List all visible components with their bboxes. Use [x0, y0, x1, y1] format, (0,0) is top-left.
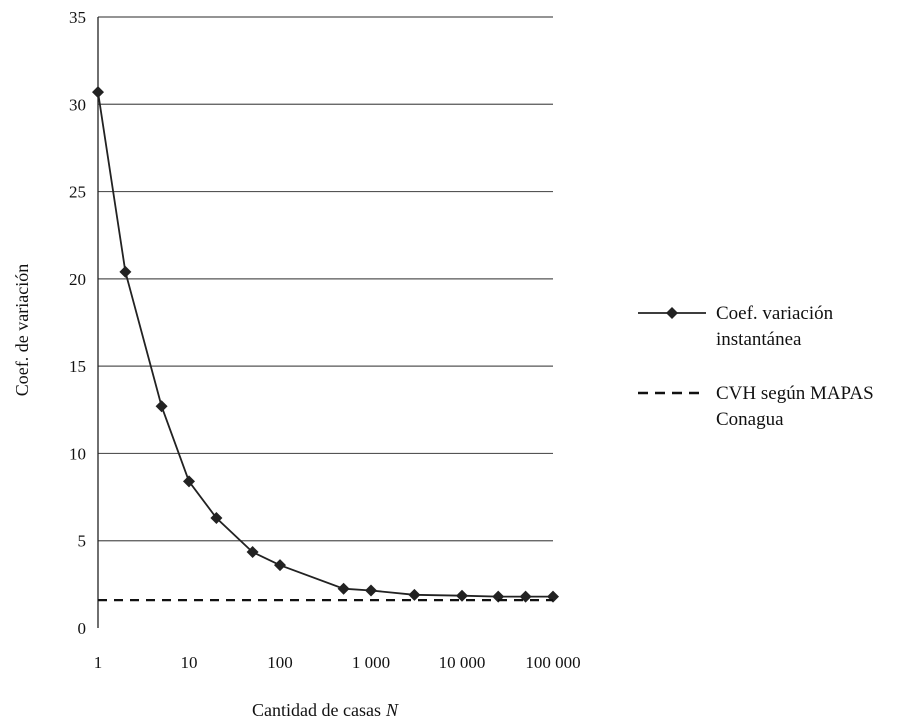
- y-tick-label: 35: [69, 8, 86, 27]
- x-axis-title-text: Cantidad de casas: [252, 700, 381, 720]
- x-tick-labels: 1 10 100 1 000 10 000 100 000: [94, 653, 581, 672]
- x-tick-label: 1: [94, 653, 103, 672]
- data-point: [92, 86, 104, 99]
- y-axis-title: Coef. de variación: [12, 264, 32, 396]
- data-point: [408, 588, 421, 601]
- data-point: [337, 582, 350, 595]
- y-tick-label: 10: [69, 444, 86, 463]
- data-point: [456, 589, 468, 602]
- data-point: [119, 265, 132, 278]
- x-tick-label: 1 000: [352, 653, 390, 672]
- y-tick-labels: 0 5 10 15 20 25 30 35: [69, 8, 86, 638]
- y-tick-label: 25: [69, 183, 86, 202]
- data-point: [365, 584, 377, 597]
- y-tick-label: 20: [69, 270, 86, 289]
- x-tick-label: 100: [267, 653, 293, 672]
- x-tick-label: 100 000: [525, 653, 580, 672]
- x-tick-label: 10 000: [439, 653, 486, 672]
- x-tick-label: 10: [181, 653, 198, 672]
- gridlines: [98, 16, 553, 542]
- y-tick-label: 0: [78, 619, 87, 638]
- data-point: [274, 559, 286, 572]
- data-point: [210, 512, 223, 525]
- series-line-0: [97, 91, 553, 598]
- legend-label: Conagua: [716, 409, 784, 430]
- legend-swatch-marker: [666, 307, 678, 319]
- series-layer: [92, 86, 559, 603]
- x-axis-title: Cantidad de casas N: [252, 700, 399, 720]
- data-point: [246, 546, 259, 559]
- y-tick-label: 30: [69, 95, 86, 114]
- legend-label: CVH según MAPAS: [716, 383, 874, 404]
- y-tick-label: 15: [69, 357, 86, 376]
- legend: Coef. variación instantánea CVH según MAPA…: [638, 303, 874, 430]
- y-tick-label: 5: [78, 532, 87, 551]
- legend-label: instantánea: [716, 329, 802, 350]
- data-point: [183, 475, 195, 488]
- data-point: [155, 400, 168, 413]
- x-axis-title-variable: N: [385, 700, 399, 720]
- legend-label: Coef. variación: [716, 303, 834, 324]
